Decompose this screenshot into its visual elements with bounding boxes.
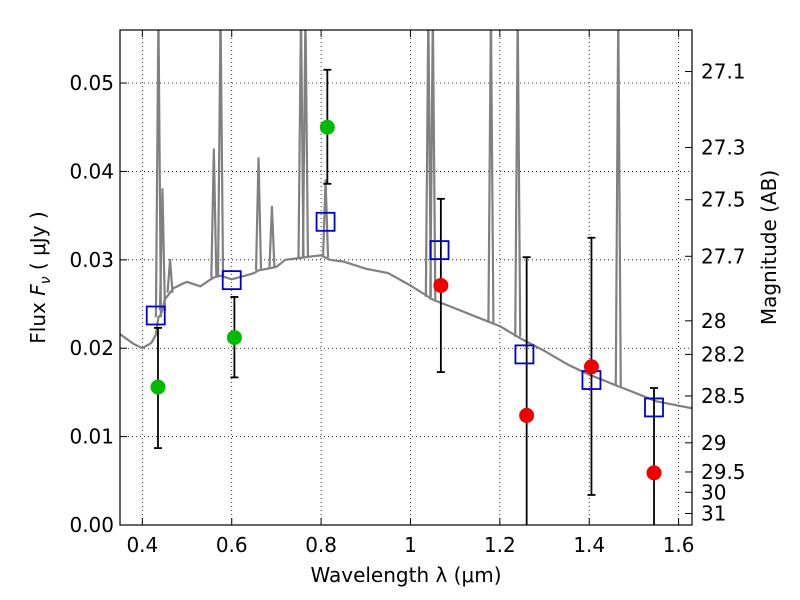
y2-tick-label: 29.5 <box>701 460 746 484</box>
synthetic-flux-square <box>221 270 242 291</box>
x-axis-label: Wavelength λ (μm) <box>310 563 501 587</box>
y-tick-label: 0.03 <box>69 248 114 272</box>
y2-tick-label: 29 <box>701 431 726 455</box>
emission-line <box>614 30 622 387</box>
data-points <box>145 119 664 481</box>
observed-flux-point <box>519 407 535 423</box>
x-tick-label: 1.2 <box>484 533 516 557</box>
emission-line <box>210 148 218 278</box>
y2-tick-label: 27.5 <box>701 188 746 212</box>
y-tick-label: 0.05 <box>69 71 114 95</box>
observed-flux-point <box>226 330 242 346</box>
plot-frame <box>119 29 693 526</box>
y2-tick-label: 27.3 <box>701 136 746 160</box>
synthetic-flux-square <box>514 344 535 365</box>
synthetic-flux-square <box>429 240 450 260</box>
y2-tick-label: 28 <box>701 309 726 333</box>
model-continuum-line <box>120 254 692 410</box>
y-axis-label: Flux Fν ( μJy ) <box>26 211 54 343</box>
synthetic-flux-square <box>315 211 336 232</box>
emission-line <box>487 30 495 323</box>
synthetic-flux-square <box>644 397 664 418</box>
x-tick-label: 0.4 <box>126 533 158 557</box>
y-tick-label: 0.00 <box>69 513 114 537</box>
emission-line <box>429 30 437 300</box>
model-spectrum <box>120 30 692 410</box>
emission-line <box>424 30 432 297</box>
y2-tick-label: 31 <box>701 502 726 526</box>
x-tick-label: 1.6 <box>663 533 695 557</box>
y2-tick-label: 27.7 <box>701 244 746 268</box>
observed-flux-point <box>646 465 662 481</box>
y2-tick-label: 30 <box>701 480 726 504</box>
y2-tick-label: 28.2 <box>701 342 746 366</box>
synthetic-flux-square <box>145 305 166 326</box>
emission-line <box>301 30 310 258</box>
error-bars <box>153 68 659 525</box>
y-tick-label: 0.04 <box>69 159 114 183</box>
emission-line <box>158 188 167 311</box>
emission-line <box>514 30 522 337</box>
y2-axis-label: Magnitude (AB) <box>757 170 781 325</box>
observed-flux-point <box>583 359 599 375</box>
y2-tick-label: 28.5 <box>701 384 746 408</box>
emission-line <box>268 205 276 268</box>
emission-line <box>254 157 263 271</box>
y-tick-label: 0.02 <box>69 336 114 360</box>
x-tick-label: 1.4 <box>573 533 605 557</box>
emission-line <box>154 30 163 318</box>
x-tick-label: 0.6 <box>216 533 248 557</box>
x-tick-label: 1 <box>404 533 417 557</box>
grid-lines <box>120 30 692 526</box>
observed-flux-point <box>150 379 166 395</box>
observed-flux-point <box>319 119 335 135</box>
y2-tick-label: 27.1 <box>701 60 746 84</box>
emission-line <box>166 258 174 293</box>
emission-line <box>321 179 330 258</box>
emission-line <box>297 30 305 258</box>
emission-line <box>216 30 225 276</box>
axis-ticks: 0.4 0.6 0.8 1 1.2 1.4 1.6 0.00 0.01 0.02 0.03 0.04 0… <box>69 30 746 557</box>
x-tick-label: 0.8 <box>305 533 337 557</box>
y-tick-label: 0.01 <box>69 425 114 449</box>
observed-flux-point <box>433 277 449 293</box>
